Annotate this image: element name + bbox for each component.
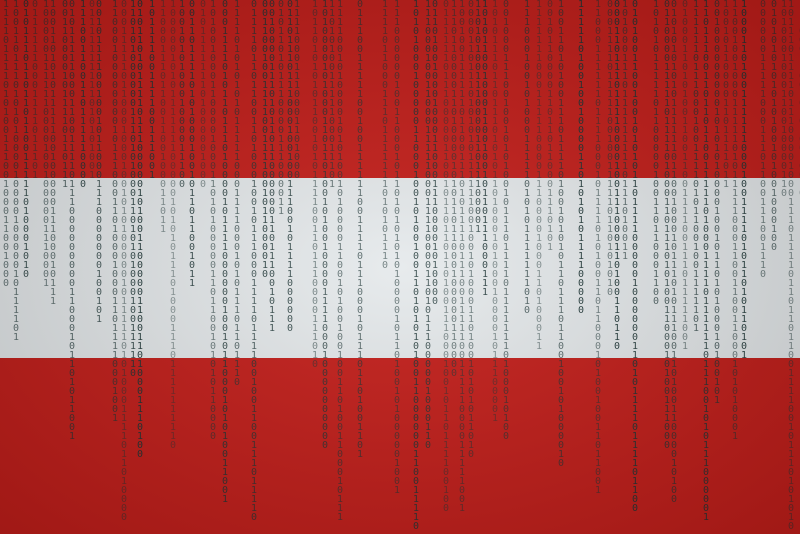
binary-column: 1 1 1 1 1 1 0 1 1 1 0 0 0 1 0 0 1 1 1 1 … (692, 0, 700, 334)
binary-column: 1 1 0 0 0 1 1 1 1 1 1 0 1 1 1 1 0 0 0 1 … (594, 0, 602, 496)
binary-column: 1 0 1 0 0 0 1 0 0 0 1 1 0 0 1 0 0 0 0 1 … (780, 0, 788, 199)
binary-column: 1 0 1 1 1 1 0 0 1 1 1 1 0 0 1 1 1 0 0 1 (148, 0, 156, 181)
binary-column: 1 0 1 0 1 1 0 0 1 0 0 0 1 1 0 0 1 0 0 1 … (481, 0, 489, 298)
binary-column: 0 1 1 1 1 0 1 1 0 1 1 0 0 1 1 0 1 0 0 0 … (250, 0, 258, 523)
binary-column: 0 0 1 0 1 1 1 1 0 0 1 0 0 1 0 1 1 0 0 0 … (95, 0, 103, 325)
binary-column: 0 0 0 1 1 1 1 0 1 1 1 1 1 0 0 1 0 0 1 1 … (606, 0, 614, 298)
binary-column: 1 0 0 0 1 1 0 1 0 0 1 1 1 1 1 1 0 0 0 1 … (740, 0, 748, 361)
binary-column: 1 1 1 0 1 1 0 0 0 0 1 1 0 1 0 0 0 0 1 0 … (450, 0, 458, 379)
binary-column: 1 0 1 0 1 0 1 1 1 1 1 0 1 1 0 0 0 0 0 1 … (652, 0, 660, 307)
binary-column: 1 1 1 0 0 0 1 0 0 1 1 0 0 0 1 1 1 1 1 0 … (424, 0, 432, 451)
binary-column: 0 1 1 1 1 1 1 1 1 1 1 0 1 0 1 0 1 0 0 1 (88, 0, 96, 181)
binary-column: 1 1 1 1 0 1 1 0 0 0 1 1 1 0 1 1 1 1 1 1 … (381, 0, 389, 271)
binary-column: 1 1 0 0 1 0 0 1 0 0 0 1 1 1 1 1 0 1 0 1 … (731, 0, 739, 442)
binary-column: 0 1 0 1 1 0 1 0 1 1 1 0 0 0 0 1 1 1 0 0 … (277, 0, 285, 217)
binary-column: 1 0 0 0 0 0 1 1 1 1 1 1 0 0 0 0 1 0 0 1 … (42, 0, 50, 289)
binary-column: 1 1 1 0 0 1 1 0 0 1 1 0 1 1 1 1 1 0 0 0 … (79, 0, 87, 190)
binary-column: 1 1 1 1 0 0 0 1 1 1 0 0 0 1 1 0 1 0 0 0 (293, 0, 301, 181)
binary-column: 0 1 0 1 0 0 1 1 0 0 1 0 0 1 0 1 0 1 0 1 … (631, 0, 639, 514)
binary-column: 1 0 1 0 0 1 0 0 0 1 1 0 0 0 0 1 0 0 0 1 … (209, 0, 217, 442)
binary-column: 1 1 1 1 0 1 1 1 1 0 1 0 1 0 0 1 1 1 0 0 … (2, 0, 10, 289)
binary-column: 0 1 0 1 0 1 0 1 0 1 0 1 1 1 1 1 1 0 1 1 … (670, 0, 678, 505)
binary-column: 0 1 1 1 0 0 1 1 1 1 1 0 0 1 0 0 1 1 1 1 … (356, 0, 364, 460)
binary-column: 0 0 1 1 0 0 0 0 1 0 1 1 1 1 0 1 1 0 1 1 … (61, 0, 69, 190)
binary-column: 0 1 1 1 1 1 1 0 1 1 1 0 0 0 0 0 1 1 0 0 … (442, 0, 450, 514)
binary-column: 0 1 0 1 1 1 1 1 0 0 0 1 1 0 0 1 1 1 1 0 … (68, 0, 76, 442)
binary-column: 1 0 1 0 1 1 1 0 1 1 0 1 1 1 0 1 0 1 0 1 … (491, 0, 499, 424)
binary-column: 1 1 1 1 0 0 1 0 1 0 0 0 0 1 0 1 0 1 0 0 … (336, 0, 344, 523)
binary-column: 1 0 1 0 0 0 0 1 0 1 0 0 0 1 1 0 1 1 0 1 … (321, 0, 329, 451)
binary-column: 1 1 1 1 1 0 1 0 0 1 0 0 1 0 0 0 0 1 1 0 … (577, 0, 585, 316)
binary-column: 1 1 0 0 0 1 0 0 0 0 0 0 0 0 1 0 1 1 1 0 … (111, 0, 119, 424)
binary-column: 1 0 0 1 1 0 1 0 1 0 1 1 1 1 1 0 0 1 0 0 … (49, 0, 57, 307)
binary-column: 1 1 1 1 1 1 1 0 0 0 1 1 1 1 1 0 0 0 0 1 … (535, 0, 543, 352)
binary-column: 0 0 0 0 1 1 0 1 1 1 0 1 0 1 0 1 0 1 1 1 … (467, 0, 475, 460)
binary-column: 0 1 0 1 1 0 1 0 1 1 1 1 0 1 1 1 0 0 0 0 … (136, 0, 144, 460)
binary-column: 1 1 0 1 1 1 0 0 1 1 0 1 1 0 1 1 0 0 1 1 … (702, 0, 710, 523)
binary-column: 0 1 0 1 1 1 0 1 1 0 1 1 0 1 1 0 0 1 1 1 … (22, 0, 30, 280)
binary-column: 1 1 1 0 0 0 1 1 0 0 1 0 1 0 1 0 0 1 0 0 … (798, 0, 800, 199)
binary-column: 1 1 0 1 0 1 0 0 0 0 0 0 1 1 1 0 1 0 1 0 … (129, 0, 137, 379)
binary-column: 0 0 1 0 0 0 0 0 0 0 0 0 1 0 1 0 1 0 1 0 … (713, 0, 721, 406)
binary-column: 1 0 1 0 0 0 1 1 1 0 1 1 1 1 1 1 1 1 1 0 … (621, 0, 629, 262)
flag-middle-white-band (0, 178, 800, 358)
binary-column: 0 1 1 0 0 0 0 1 1 1 1 1 0 1 1 1 1 0 1 0 … (663, 0, 671, 451)
binary-column: 1 0 0 1 1 0 1 0 1 0 0 1 1 1 0 1 1 1 1 0 … (557, 0, 565, 469)
binary-column: 1 0 1 1 0 1 0 1 0 1 0 1 1 0 0 1 0 1 0 1 … (311, 0, 319, 370)
binary-column: 0 0 0 1 1 1 1 1 0 1 1 0 0 0 1 0 0 0 1 0 … (120, 0, 128, 523)
binary-column: 0 1 1 0 1 1 1 0 1 1 1 0 0 0 1 0 0 1 0 0 … (286, 0, 294, 334)
binary-column: 1 0 0 1 0 0 1 1 1 1 1 1 0 1 1 0 0 1 1 1 … (458, 0, 466, 514)
binary-column: 0 0 0 1 1 0 1 1 1 0 1 1 1 1 0 0 0 0 1 0 … (613, 0, 621, 352)
binary-column: 1 0 0 1 0 1 0 1 0 0 0 1 0 0 0 0 1 1 1 0 … (178, 0, 186, 190)
binary-column: 1 0 0 1 0 1 1 0 0 0 0 1 1 0 1 1 1 1 0 1 … (722, 0, 730, 190)
binary-column: 0 1 1 0 1 0 0 1 0 0 0 1 0 0 0 1 1 0 0 0 … (431, 0, 439, 307)
binary-column: 0 0 1 0 0 0 1 1 1 0 0 1 0 0 1 0 1 0 1 0 … (502, 0, 510, 442)
binary-column: 1 0 1 0 1 0 0 0 1 0 0 0 0 0 1 1 0 0 0 1 … (412, 0, 420, 532)
binary-column: 1 1 1 0 0 0 0 0 0 1 0 0 1 1 0 0 0 1 0 1 … (393, 0, 401, 496)
binary-column: 1 1 0 1 0 1 0 0 1 1 1 1 1 0 0 0 1 1 1 0 … (328, 0, 336, 190)
binary-column: 1 1 0 0 0 1 1 1 0 1 1 0 0 1 1 0 0 1 0 0 … (159, 0, 167, 235)
flag-bottom-red-band (0, 358, 800, 534)
binary-column: 0 0 0 1 1 1 1 0 1 0 1 1 0 1 1 1 0 1 0 0 … (221, 0, 229, 505)
binary-column: 1 1 1 0 0 0 1 0 0 1 0 1 0 0 0 1 1 1 1 1 … (523, 0, 531, 316)
binary-column: 1 1 1 1 0 1 0 1 0 1 0 1 0 1 1 1 1 1 0 0 … (233, 0, 241, 388)
binary-column: 1 0 1 1 1 0 1 1 1 1 0 1 1 1 0 0 0 0 1 0 … (787, 0, 795, 532)
binary-column: 0 0 1 0 1 1 0 0 0 0 1 1 0 1 1 0 1 1 0 0 … (546, 0, 554, 253)
binary-column: 0 1 0 1 1 1 1 1 1 1 0 1 0 0 0 0 0 1 0 0 … (199, 0, 207, 190)
binary-column: 0 0 0 0 0 0 1 1 1 1 1 0 0 0 1 1 1 0 1 1 … (759, 0, 767, 280)
binary-column: 1 0 0 1 1 0 1 1 1 0 1 0 1 0 1 0 0 0 0 1 … (12, 0, 20, 343)
binary-column: 0 0 1 0 0 0 0 1 1 1 0 1 0 1 1 0 1 1 0 0 … (268, 0, 276, 334)
binary-column: 0 0 1 1 0 0 1 0 0 1 1 1 1 0 0 1 1 1 1 0 … (261, 0, 269, 280)
binary-column: 1 0 0 0 0 0 1 0 1 0 1 1 1 1 1 1 1 0 0 0 … (169, 0, 177, 451)
binary-column: 1 1 0 1 0 1 0 0 1 1 1 0 0 0 0 1 1 0 1 1 … (474, 0, 482, 235)
binary-column: 0 1 0 0 0 1 1 0 1 0 1 0 0 1 1 0 0 1 1 0 … (681, 0, 689, 352)
binary-column: 0 1 0 1 0 1 0 1 0 1 0 1 0 1 0 0 1 0 1 0 … (770, 0, 778, 253)
binary-column: 0 0 1 1 0 1 1 1 1 0 1 0 1 0 0 0 1 0 0 1 … (188, 0, 196, 289)
binary-column: 0 1 1 1 1 1 1 0 0 0 1 1 1 1 0 1 1 1 0 1 (31, 0, 39, 181)
flag-top-red-band (0, 0, 800, 178)
